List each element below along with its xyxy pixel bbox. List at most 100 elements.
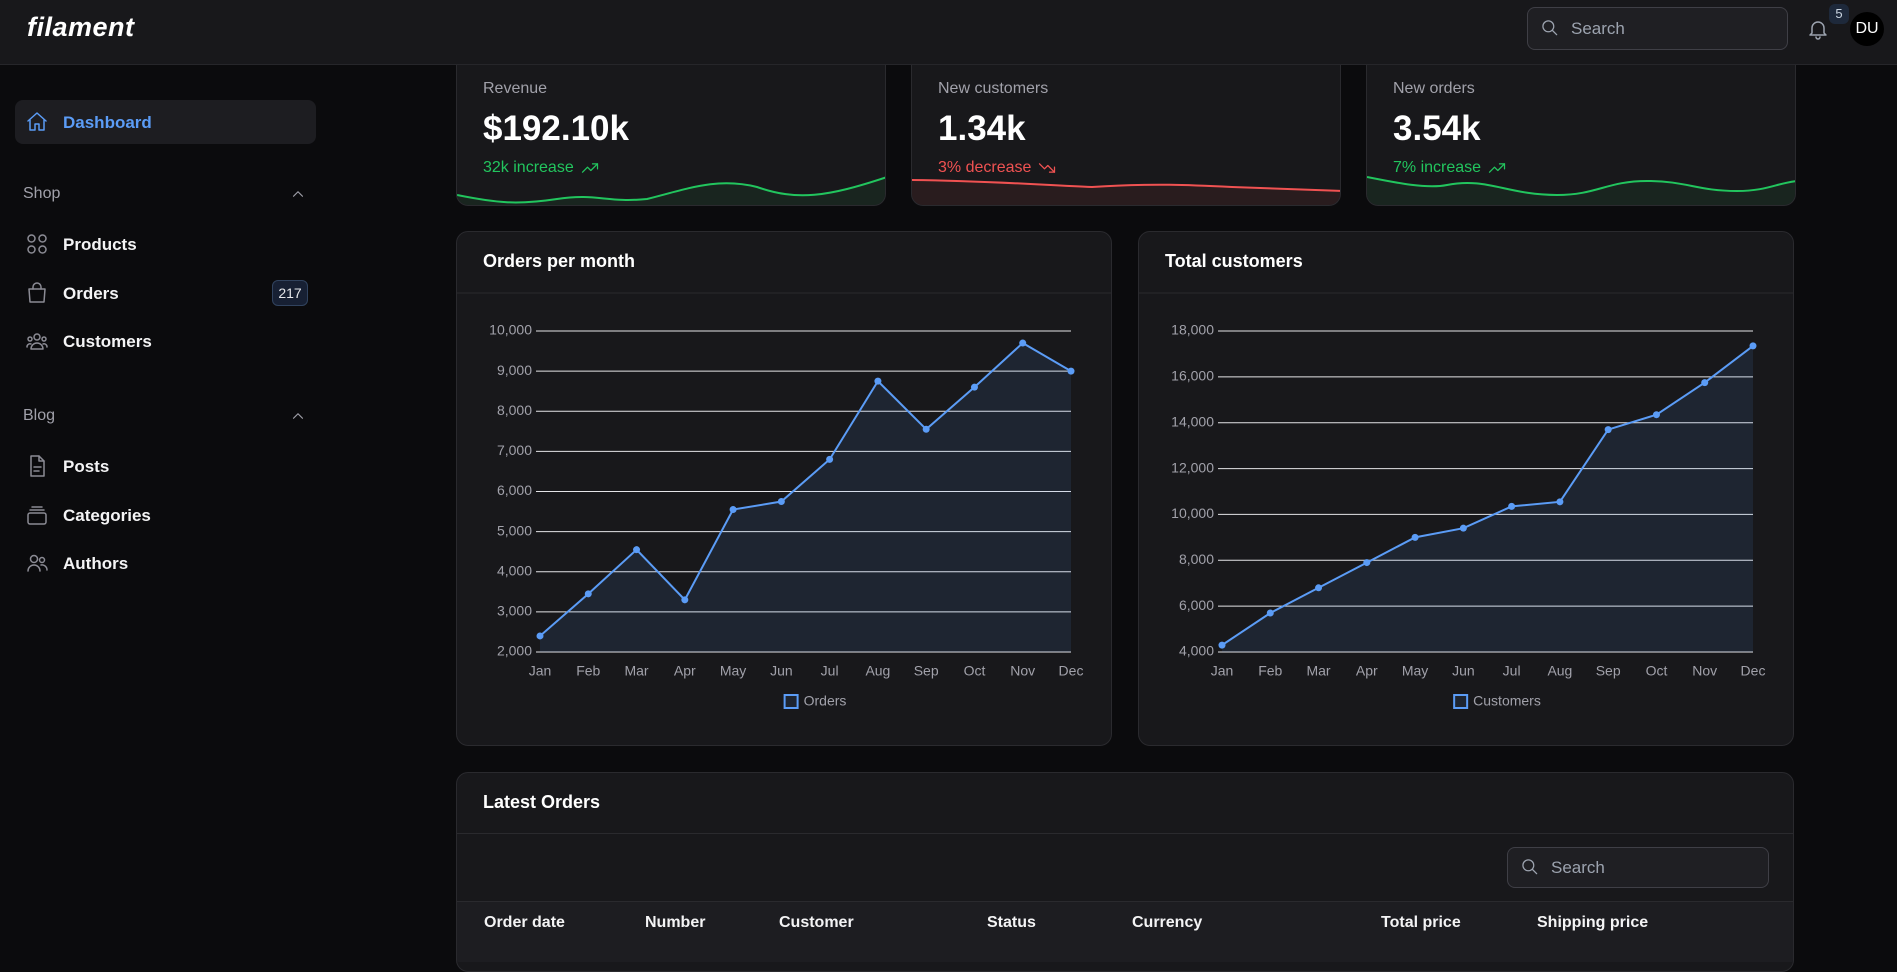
point[interactable]	[777, 498, 785, 506]
logo[interactable]: filament	[27, 12, 135, 42]
point[interactable]	[729, 506, 737, 514]
x-tick-label: Feb	[1258, 663, 1282, 679]
stat-value: 1.34k	[938, 109, 1026, 148]
nav-item[interactable]: Orders 217	[15, 273, 316, 313]
x-tick-label: Mar	[1306, 663, 1330, 679]
nav-group-label[interactable]: Blog	[23, 407, 56, 424]
nav-label: Categories	[63, 505, 151, 525]
x-tick-label: May	[1402, 663, 1428, 679]
x-tick-label: Dec	[1059, 663, 1084, 679]
legend-label: Customers	[1473, 693, 1541, 709]
stat-label: Revenue	[483, 80, 548, 97]
point[interactable]	[1218, 641, 1226, 649]
point[interactable]	[1019, 339, 1027, 347]
icon-part	[41, 336, 47, 342]
stat-description: 7% increase	[1393, 159, 1482, 176]
y-tick-label: 14,000	[1171, 413, 1214, 429]
nav-dashboard[interactable]: Dashboard	[15, 100, 316, 144]
nav-item[interactable]: Posts	[15, 446, 316, 486]
column-header[interactable]: Currency	[1132, 914, 1203, 931]
point[interactable]	[1508, 502, 1516, 510]
x-tick-label: Aug	[1547, 663, 1572, 679]
x-tick-label: Sep	[1596, 663, 1621, 679]
nav-item[interactable]: Customers	[15, 321, 316, 361]
point[interactable]	[970, 383, 978, 391]
y-tick-label: 10,000	[1171, 505, 1214, 521]
icon-part	[27, 234, 36, 243]
y-tick-label: 4,000	[497, 562, 532, 578]
point[interactable]	[1067, 367, 1075, 375]
column-header[interactable]: Status	[987, 914, 1036, 931]
search-box[interactable]: Search	[1527, 7, 1788, 50]
point[interactable]	[633, 546, 641, 554]
nav-label: Posts	[63, 457, 110, 476]
icon-products	[27, 234, 47, 254]
sparkline-line	[1367, 176, 1795, 197]
chart-card: Orders per month 2,000 3,000 4,000 5,000 6,00…	[456, 231, 1112, 746]
point[interactable]	[1459, 524, 1467, 532]
icon-part	[1522, 859, 1535, 872]
column-header[interactable]: Shipping price	[1537, 914, 1649, 931]
chart-card: Total customers 4,000 6,000 8,000 10,000 12,0…	[1138, 231, 1794, 746]
point[interactable]	[1411, 533, 1419, 541]
chart-title: Orders per month	[483, 251, 635, 271]
legend-item[interactable]: Customers	[1453, 693, 1541, 709]
stat-card: New customers 1.34k 3% decrease	[911, 40, 1341, 206]
nav-label: Dashboard	[63, 113, 152, 132]
icon-part	[27, 112, 47, 122]
divider	[457, 833, 1793, 834]
point[interactable]	[584, 590, 592, 598]
icon-part	[1039, 163, 1056, 173]
column-header[interactable]: Customer	[779, 914, 854, 931]
point[interactable]	[1315, 584, 1323, 592]
y-tick-label: 3,000	[497, 603, 532, 619]
notification-count: 5	[1829, 4, 1849, 24]
nav-item[interactable]: Categories	[15, 495, 316, 535]
point[interactable]	[1556, 498, 1564, 506]
x-tick-label: Oct	[1646, 663, 1668, 679]
icon-part	[1551, 29, 1558, 36]
x-tick-label: Nov	[1692, 663, 1717, 679]
point[interactable]	[874, 377, 882, 385]
legend-item[interactable]: Orders	[783, 693, 847, 709]
column-header[interactable]: Total price	[1381, 914, 1461, 931]
x-tick-label: Apr	[674, 663, 696, 679]
y-tick-label: 8,000	[497, 402, 532, 418]
avatar[interactable]: DU	[1850, 12, 1884, 46]
table-search[interactable]: Search	[1507, 847, 1769, 888]
nav-group-label[interactable]: Shop	[23, 185, 61, 202]
point[interactable]	[1701, 379, 1709, 387]
nav-badge: 217	[272, 279, 308, 306]
point[interactable]	[1266, 609, 1274, 617]
column-header[interactable]: Number	[645, 914, 706, 931]
point[interactable]	[826, 455, 834, 463]
x-tick-label: Aug	[865, 663, 890, 679]
point[interactable]	[1363, 559, 1371, 567]
y-tick-label: 6,000	[1179, 597, 1214, 613]
icon-home	[27, 112, 47, 131]
y-tick-label: 12,000	[1171, 459, 1214, 475]
sparkline	[912, 179, 1340, 205]
x-tick-label: Oct	[964, 663, 986, 679]
point[interactable]	[681, 596, 689, 604]
chart: Orders per month 2,000 3,000 4,000 5,000 6,00…	[457, 251, 1111, 709]
x-tick-label: Mar	[624, 663, 648, 679]
point[interactable]	[922, 425, 930, 433]
x-tick-label: Jul	[1503, 663, 1521, 679]
point[interactable]	[1652, 411, 1660, 419]
area	[1222, 345, 1753, 652]
icon-part	[26, 343, 32, 348]
nav-item[interactable]: Authors	[15, 543, 316, 583]
y-tick-label: 9,000	[497, 362, 532, 378]
y-tick-label: 6,000	[497, 482, 532, 498]
point[interactable]	[536, 632, 544, 640]
nav-label: Products	[63, 235, 137, 254]
icon-part	[32, 281, 42, 290]
notifications-bell[interactable]	[1806, 17, 1830, 41]
icon-part	[1049, 166, 1056, 173]
nav-item[interactable]: Products	[15, 224, 316, 264]
point[interactable]	[1604, 426, 1612, 434]
column-header[interactable]: Order date	[484, 914, 565, 931]
y-tick-label: 7,000	[497, 442, 532, 458]
point[interactable]	[1749, 342, 1757, 350]
